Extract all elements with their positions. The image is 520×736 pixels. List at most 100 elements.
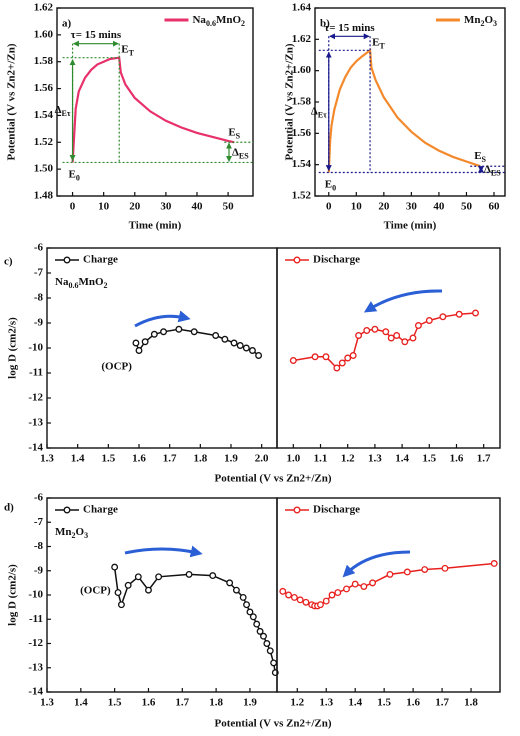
plot-frame xyxy=(276,247,501,449)
annotation: ΔEτ xyxy=(311,105,327,120)
x-tick-label: 1.3 xyxy=(40,697,54,709)
annotation: (OCP) xyxy=(101,361,132,373)
data-point xyxy=(150,330,158,338)
x-tick-label: 1.5 xyxy=(108,697,122,709)
y-tick-label: -6 xyxy=(34,492,44,504)
data-point xyxy=(401,338,409,346)
annotation: Na0.6MnO2 xyxy=(55,276,108,291)
data-point xyxy=(135,347,143,354)
data-point xyxy=(232,586,240,594)
data-point xyxy=(246,608,254,616)
data-point xyxy=(403,568,411,576)
data-point xyxy=(322,353,330,361)
panel-label: d) xyxy=(4,502,14,514)
legend-swatch-marker xyxy=(63,256,71,264)
data-point xyxy=(360,583,368,590)
x-tick-label: 1.6 xyxy=(132,453,146,465)
x-tick-label: 1.6 xyxy=(406,697,420,709)
x-tick-label: 1.5 xyxy=(422,453,436,465)
x-tick-label: 30 xyxy=(160,201,172,213)
data-point xyxy=(190,328,198,336)
data-point xyxy=(132,339,140,347)
annotation: τ= 15 mins xyxy=(324,22,375,34)
data-point xyxy=(369,579,377,587)
x-tick-label: 1.4 xyxy=(74,697,88,709)
x-tick-label: 1.3 xyxy=(319,697,333,709)
data-point xyxy=(249,347,256,354)
y-tick-label: -11 xyxy=(29,613,43,625)
data-point xyxy=(290,593,298,601)
y-tick-label: 1.58 xyxy=(292,96,312,108)
trend-arrow xyxy=(124,545,203,558)
x-tick-label: 1.2 xyxy=(290,697,304,709)
data-point xyxy=(311,353,319,361)
data-point xyxy=(239,593,247,601)
data-point xyxy=(185,570,193,578)
x-tick-label: 1.6 xyxy=(142,697,156,709)
series-line xyxy=(293,312,476,370)
x-axis-label: Potential (V vs Zn2+/Zn) xyxy=(215,473,332,485)
legend-label: Charge xyxy=(83,254,118,266)
x-tick-label: 1.4 xyxy=(395,453,409,465)
data-point xyxy=(111,563,119,571)
y-tick-label: 1.52 xyxy=(34,136,54,148)
annotation: τ= 15 mins xyxy=(71,29,122,41)
trend-arrow xyxy=(363,289,443,313)
data-point xyxy=(296,596,304,604)
data-point xyxy=(351,580,359,588)
y-tick-label: -13 xyxy=(28,661,43,673)
y-tick-label: 1.58 xyxy=(34,55,54,67)
legend-label: Na0.6MnO2 xyxy=(192,14,245,29)
x-tick-label: 1.1 xyxy=(314,453,328,465)
data-point xyxy=(355,332,363,339)
x-tick-label: 1.7 xyxy=(163,453,177,465)
x-tick-label: 50 xyxy=(461,201,473,213)
data-point xyxy=(441,564,449,572)
x-tick-label: 1.3 xyxy=(368,453,382,465)
x-tick-label: 60 xyxy=(488,201,500,213)
data-point xyxy=(414,322,422,329)
y-tick-label: 1.52 xyxy=(292,190,312,202)
x-tick-label: 1.9 xyxy=(224,453,238,465)
annotation: ET xyxy=(372,36,385,51)
y-tick-label: -8 xyxy=(34,292,44,304)
x-tick-label: 1.4 xyxy=(348,697,362,709)
x-tick-label: 20 xyxy=(129,201,141,213)
data-point xyxy=(439,313,447,321)
data-point xyxy=(455,310,463,318)
data-point xyxy=(302,598,310,606)
x-tick-label: 1.7 xyxy=(477,453,491,465)
data-point xyxy=(253,620,261,628)
x-tick-label: 40 xyxy=(192,201,204,213)
y-tick-label: -10 xyxy=(28,342,43,354)
annotation: ET xyxy=(121,43,134,58)
data-point xyxy=(236,342,244,349)
y-tick-label: -9 xyxy=(34,564,44,576)
data-point xyxy=(421,566,429,573)
data-point xyxy=(409,334,417,342)
data-point xyxy=(145,586,152,594)
x-axis-label: Time (min) xyxy=(129,220,182,232)
data-point xyxy=(221,335,229,343)
x-tick-label: 0 xyxy=(70,201,76,213)
x-axis-label: Potential (V vs Zn2+/Zn) xyxy=(215,718,332,730)
y-axis-label: log D (cm2/s) xyxy=(7,564,19,626)
x-tick-label: 20 xyxy=(378,201,390,213)
data-point xyxy=(333,364,341,372)
data-point xyxy=(386,570,394,578)
x-tick-label: 0 xyxy=(326,201,332,213)
legend-label: Discharge xyxy=(313,504,360,516)
data-point xyxy=(160,328,167,336)
data-point xyxy=(322,597,330,605)
series-line xyxy=(282,562,495,607)
data-point xyxy=(289,357,297,364)
annotation: ΔEτ xyxy=(55,104,71,119)
series-line xyxy=(71,56,235,163)
data-point xyxy=(382,328,390,336)
y-tick-label: 1.54 xyxy=(34,109,54,121)
y-tick-label: 1.60 xyxy=(292,64,312,76)
data-point xyxy=(266,647,274,655)
data-point xyxy=(338,359,346,367)
panel-label: a) xyxy=(62,18,72,30)
